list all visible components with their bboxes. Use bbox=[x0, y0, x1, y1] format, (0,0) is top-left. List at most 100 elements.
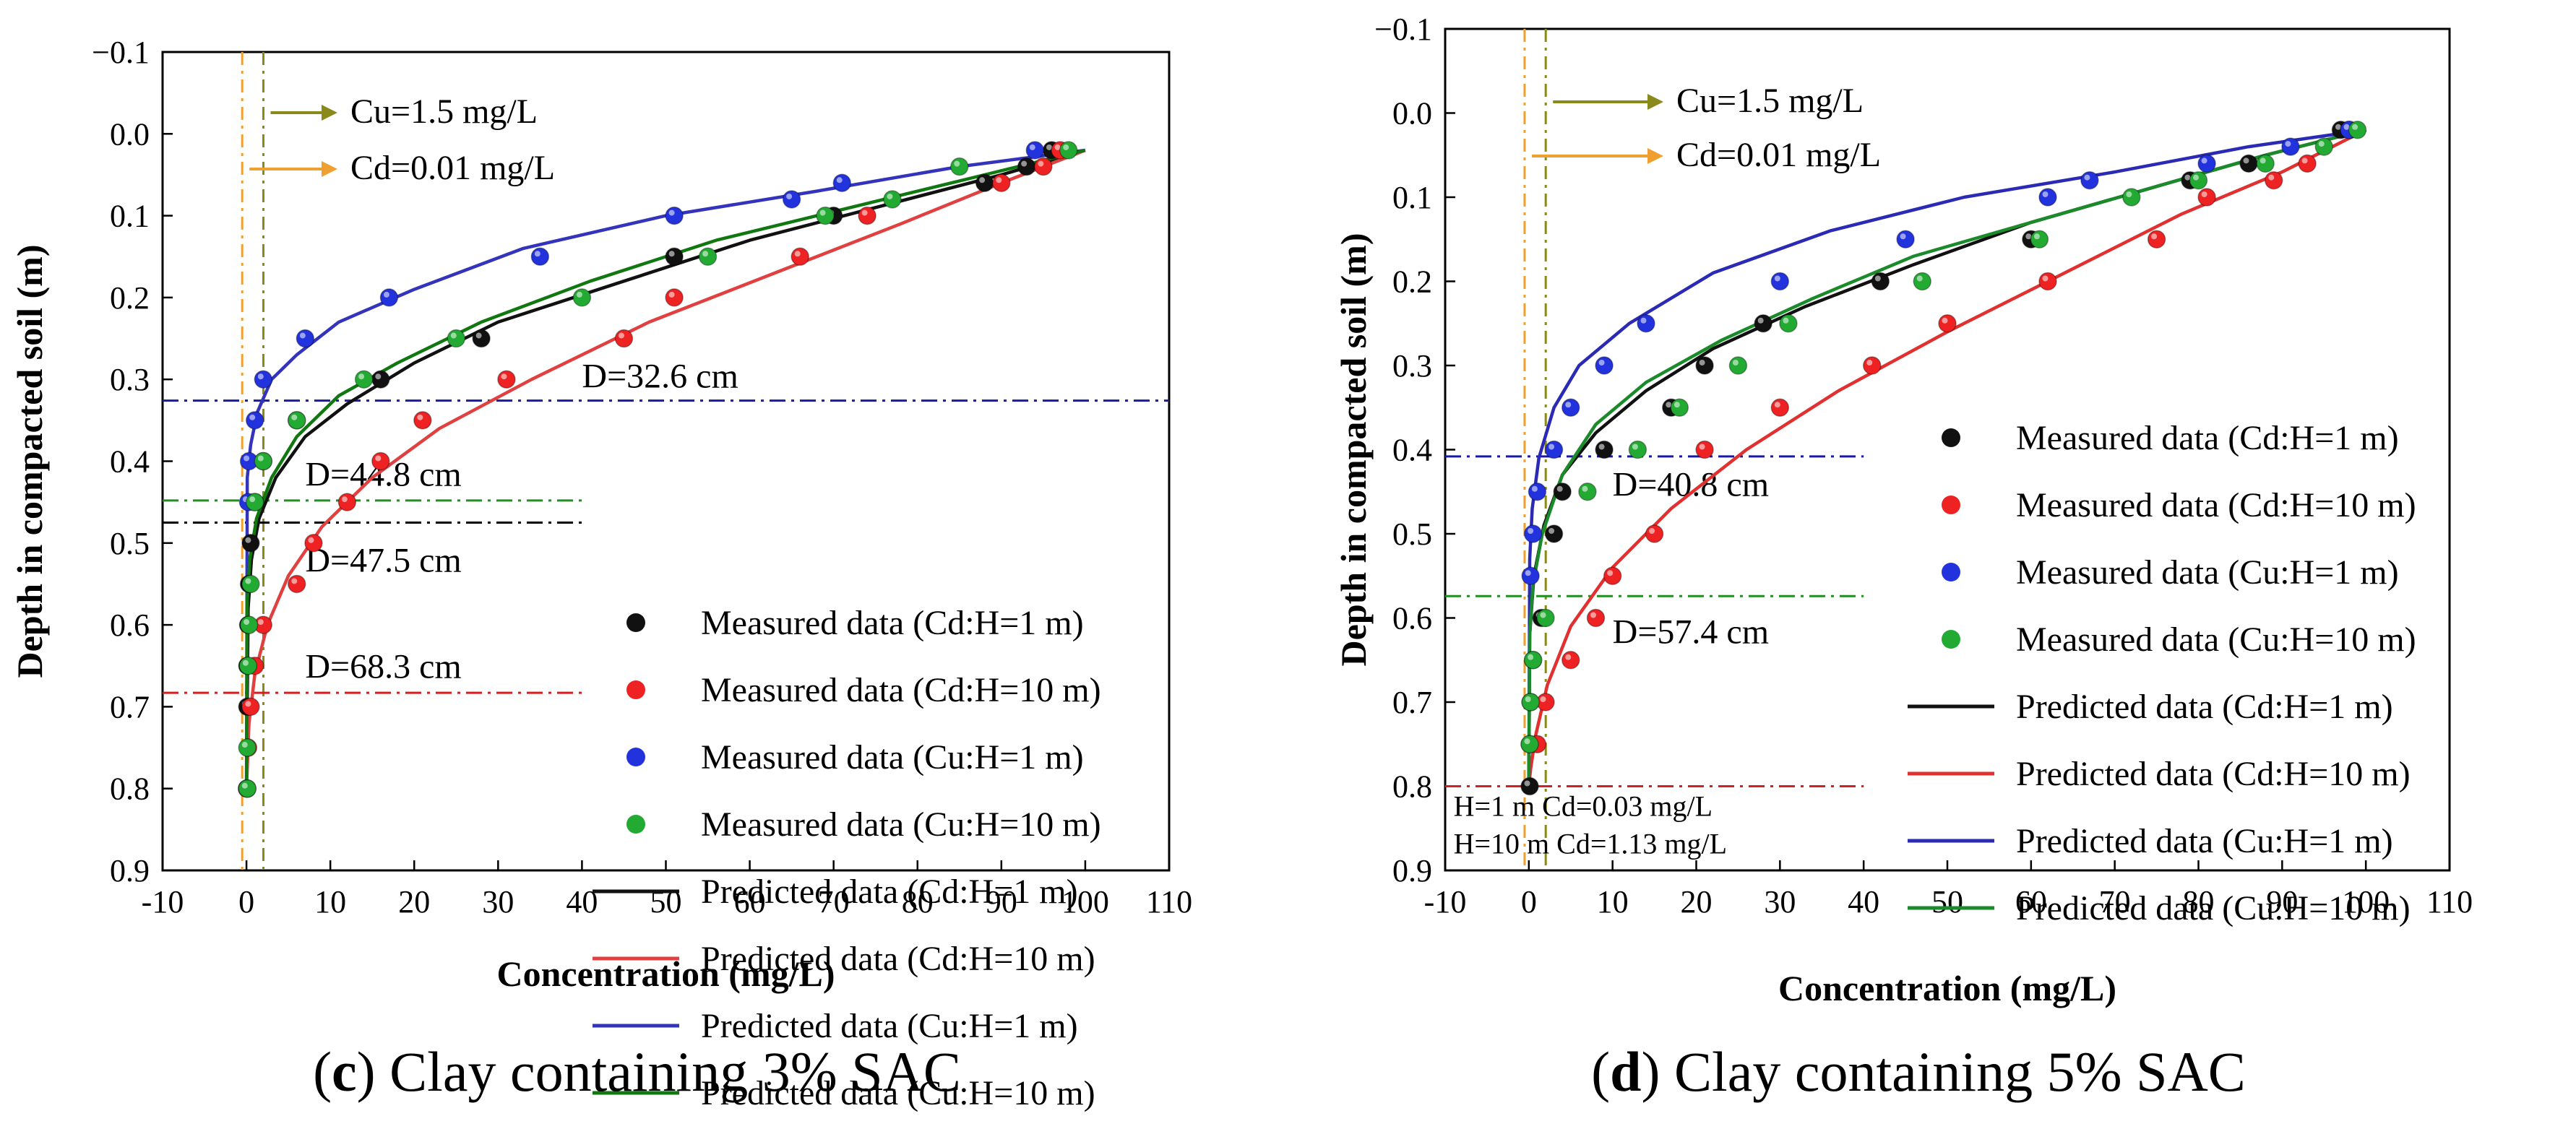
data-point bbox=[2281, 137, 2300, 156]
data-point-highlight bbox=[475, 332, 482, 339]
y-tick-label: 0.9 bbox=[1392, 853, 1432, 888]
data-point-highlight bbox=[245, 578, 251, 584]
legend-marker bbox=[1942, 563, 1960, 581]
data-point bbox=[2348, 121, 2367, 139]
data-point-highlight bbox=[2260, 157, 2266, 164]
data-point-highlight bbox=[668, 251, 675, 257]
data-point-highlight bbox=[375, 455, 382, 462]
legend-label: Predicted data (Cd:H=10 m) bbox=[2016, 755, 2411, 793]
x-tick-label: 10 bbox=[1597, 884, 1629, 920]
y-tick-label: 0.1 bbox=[1392, 180, 1432, 215]
data-point bbox=[254, 370, 273, 389]
data-point bbox=[337, 493, 357, 511]
data-point-highlight bbox=[836, 177, 843, 183]
data-point bbox=[1770, 272, 1790, 291]
data-point-highlight bbox=[291, 578, 298, 584]
data-point-highlight bbox=[1874, 275, 1881, 282]
data-point bbox=[241, 534, 260, 553]
data-point-highlight bbox=[1866, 360, 1873, 365]
data-point-highlight bbox=[2268, 174, 2275, 181]
data-point bbox=[883, 190, 902, 209]
data-point bbox=[354, 370, 374, 389]
data-point bbox=[379, 288, 399, 307]
x-tick-label: 20 bbox=[1681, 884, 1713, 920]
data-point-highlight bbox=[383, 291, 389, 298]
data-point bbox=[1578, 483, 1597, 501]
data-point-highlight bbox=[1565, 402, 1572, 408]
legend-label: Measured data (Cu:H=10 m) bbox=[2016, 620, 2416, 659]
data-point-highlight bbox=[2285, 141, 2291, 147]
data-point-highlight bbox=[249, 414, 256, 420]
data-point bbox=[1586, 608, 1606, 628]
data-point bbox=[296, 329, 315, 348]
x-tick-label: -10 bbox=[142, 884, 184, 920]
data-point-highlight bbox=[1590, 612, 1596, 618]
data-point bbox=[2197, 188, 2216, 207]
data-point-highlight bbox=[1774, 402, 1780, 408]
data-point-highlight bbox=[887, 193, 893, 199]
data-point bbox=[1521, 693, 1540, 711]
data-point bbox=[2030, 230, 2049, 248]
data-point-highlight bbox=[245, 537, 251, 543]
data-point bbox=[1595, 356, 1614, 375]
y-tick-label: 0.4 bbox=[110, 444, 150, 480]
y-tick-label: 0.4 bbox=[1392, 433, 1432, 468]
x-tick-label: 60 bbox=[2015, 884, 2047, 920]
data-point-highlight bbox=[1531, 485, 1538, 492]
data-point-highlight bbox=[1916, 275, 1923, 282]
x-tick-label: 40 bbox=[1848, 884, 1879, 920]
data-point bbox=[1553, 483, 1572, 501]
data-point bbox=[1637, 314, 1655, 333]
x-tick-label: 10 bbox=[314, 884, 346, 920]
data-point bbox=[1544, 524, 1564, 543]
data-point-highlight bbox=[244, 619, 250, 626]
data-point bbox=[238, 779, 257, 798]
data-point-highlight bbox=[358, 373, 365, 380]
data-point bbox=[1059, 141, 1078, 160]
legend-marker bbox=[626, 815, 645, 834]
x-tick-label: 70 bbox=[2099, 884, 2131, 920]
data-point bbox=[530, 247, 550, 266]
data-point bbox=[1670, 398, 1689, 417]
data-point-highlight bbox=[668, 209, 675, 216]
data-point bbox=[782, 190, 801, 209]
depth-label: D=40.8 cm bbox=[1613, 466, 1769, 504]
y-tick-label: 0.0 bbox=[110, 116, 150, 152]
data-point bbox=[1595, 440, 1614, 459]
data-point bbox=[2147, 230, 2166, 248]
y-tick-label: 0.5 bbox=[1392, 516, 1432, 552]
legend-label: Predicted data (Cd:H=10 m) bbox=[701, 940, 1095, 978]
data-point-highlight bbox=[1598, 444, 1605, 450]
data-point-highlight bbox=[1548, 444, 1555, 450]
data-point bbox=[1779, 314, 1798, 333]
data-point-highlight bbox=[245, 701, 251, 707]
x-tick-label: 80 bbox=[902, 884, 934, 920]
y-tick-label: 0.5 bbox=[110, 526, 150, 561]
legend-marker bbox=[1942, 428, 1960, 447]
data-point-highlight bbox=[1540, 696, 1546, 702]
x-tick-label: 70 bbox=[818, 884, 850, 920]
data-point bbox=[1528, 483, 1547, 501]
y-tick-label: 0.6 bbox=[1392, 601, 1432, 636]
data-point bbox=[472, 329, 491, 348]
data-point-highlight bbox=[2084, 174, 2090, 181]
data-point-highlight bbox=[417, 414, 423, 420]
data-point bbox=[950, 157, 969, 176]
data-point-highlight bbox=[341, 496, 348, 503]
data-point-highlight bbox=[1666, 402, 1672, 408]
data-point-highlight bbox=[2025, 233, 2032, 240]
data-point-highlight bbox=[241, 782, 248, 789]
limit-arrow-head bbox=[322, 105, 337, 121]
x-tick-label: 100 bbox=[2342, 884, 2390, 920]
data-point-highlight bbox=[1540, 612, 1546, 618]
data-point bbox=[1896, 230, 1915, 248]
x-axis-title: Concentration (mg/L) bbox=[1778, 968, 2116, 1008]
data-point-highlight bbox=[299, 332, 306, 339]
y-tick-label: 0.7 bbox=[110, 689, 150, 724]
data-point bbox=[413, 411, 432, 430]
data-point bbox=[371, 370, 390, 389]
data-point bbox=[2314, 137, 2333, 156]
legend-label: Predicted data (Cu:H=10 m) bbox=[701, 1074, 1095, 1112]
legend-label: Measured data (Cu:H=10 m) bbox=[701, 805, 1101, 844]
data-point-highlight bbox=[2343, 124, 2350, 130]
